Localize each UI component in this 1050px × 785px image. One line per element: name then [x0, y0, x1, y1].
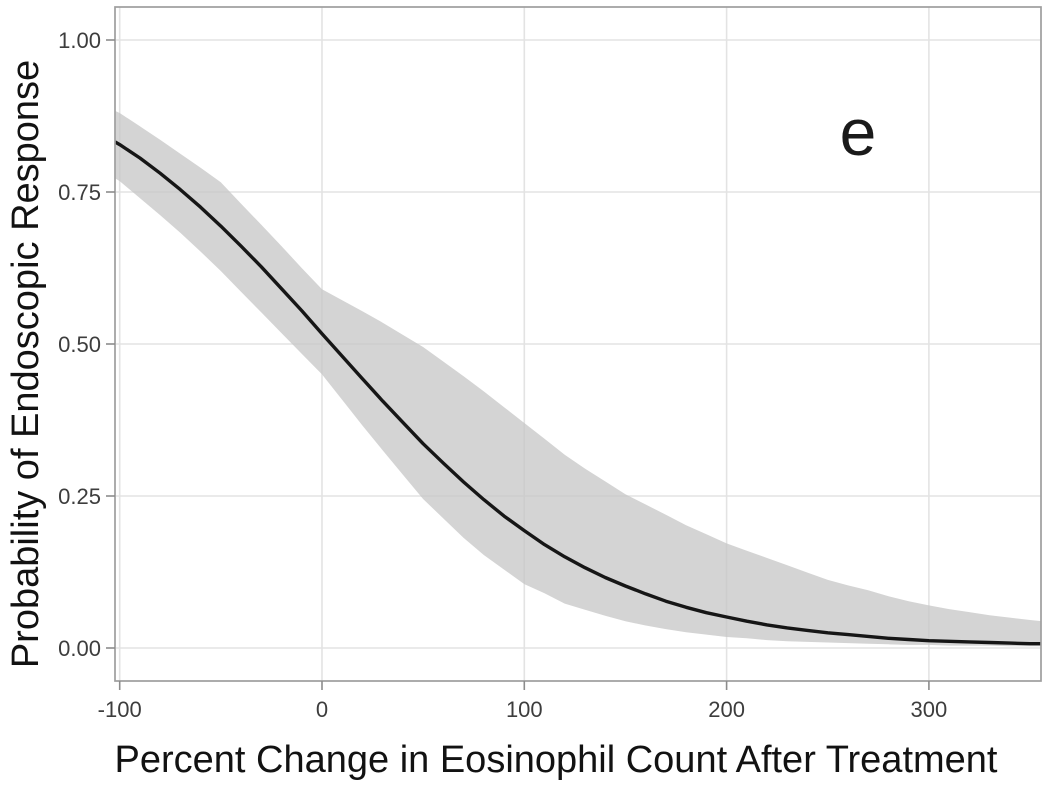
x-tick-label: 200 [708, 697, 745, 722]
y-tick-label: 0.00 [58, 636, 101, 661]
y-tick-label: 0.75 [58, 180, 101, 205]
x-tick-label: 300 [911, 697, 948, 722]
y-axis-title: Probability of Endoscopic Response [5, 60, 47, 668]
x-tick-label: 0 [316, 697, 328, 722]
y-tick-label: 0.25 [58, 484, 101, 509]
x-axis-title: Percent Change in Eosinophil Count After… [115, 739, 998, 781]
x-tick-label: -100 [98, 697, 142, 722]
probability-curve [115, 140, 1041, 646]
axis-tick-labels: 1.00 0.75 0.50 0.25 0.00 -100 0 100 200 300 [58, 28, 947, 722]
confidence-band [115, 111, 1041, 647]
y-tick-label: 1.00 [58, 28, 101, 53]
gridlines [115, 7, 1041, 681]
x-tick-label: 100 [506, 697, 543, 722]
axis-tick-marks [106, 39, 930, 690]
y-tick-label: 0.50 [58, 332, 101, 357]
panel-label: e [840, 95, 877, 169]
